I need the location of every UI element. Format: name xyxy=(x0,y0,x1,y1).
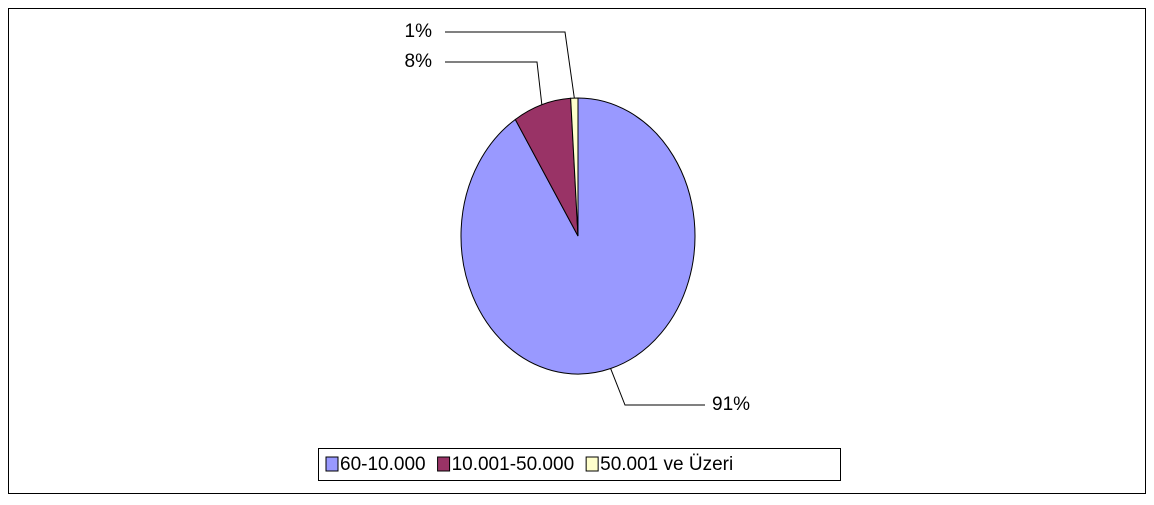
leader-line xyxy=(610,368,705,406)
pie-slice xyxy=(460,97,696,375)
data-label: 8% xyxy=(405,51,433,72)
legend-label: 10.001-50.000 xyxy=(452,454,575,475)
pie-slice xyxy=(570,97,579,237)
legend-box xyxy=(318,448,841,481)
data-label: 1% xyxy=(405,21,433,42)
legend-swatch xyxy=(437,456,451,472)
legend-swatch xyxy=(325,456,339,472)
legend-label: 60-10.000 xyxy=(340,454,426,475)
legend-swatch xyxy=(585,456,599,472)
legend-label: 50.001 ve Üzeri xyxy=(600,454,733,475)
data-label: 91% xyxy=(712,394,750,415)
leader-line xyxy=(445,61,543,105)
leader-line xyxy=(445,31,575,99)
